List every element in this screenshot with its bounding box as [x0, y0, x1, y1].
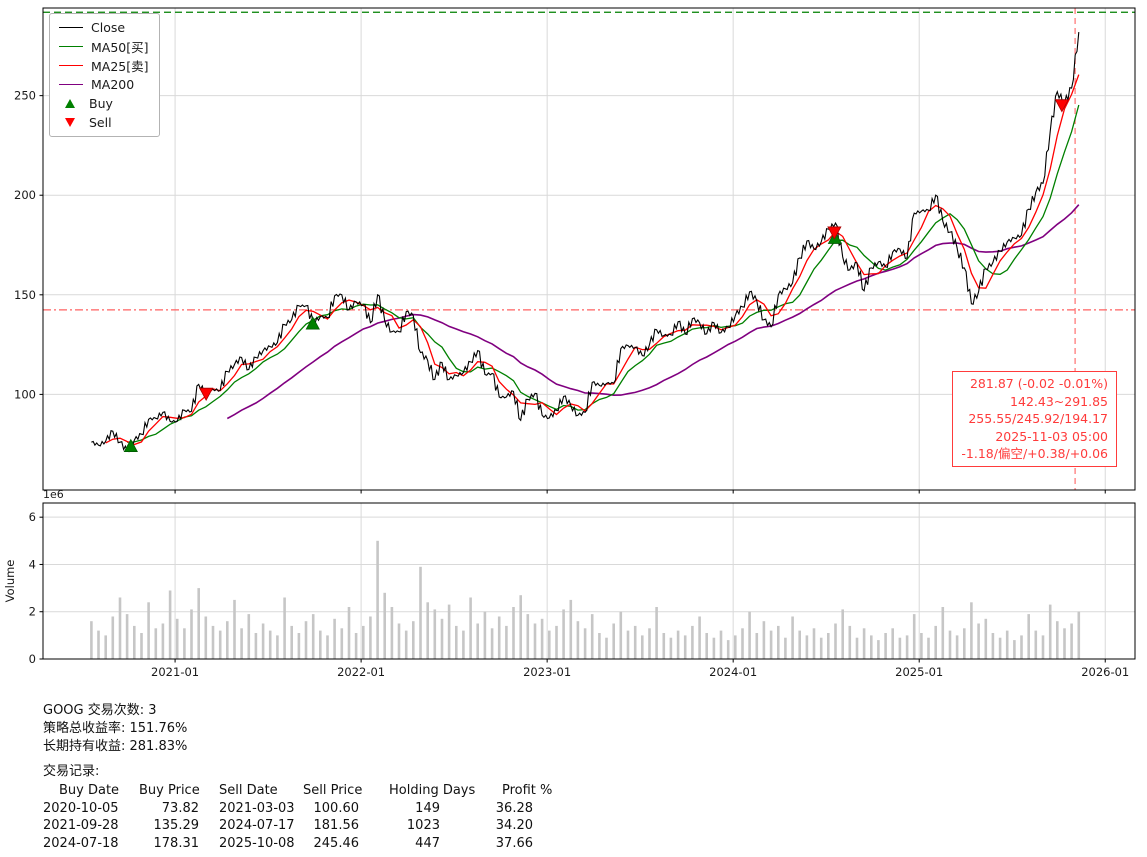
legend-item-sell: Sell — [59, 115, 149, 130]
cell-sell-price: 100.60 — [313, 800, 360, 816]
svg-text:6: 6 — [29, 510, 36, 524]
cell-holding-days: 149 — [415, 800, 440, 816]
svg-text:2: 2 — [29, 605, 36, 619]
cell-buy-date: 2020-10-05 — [43, 800, 119, 816]
svg-text:0: 0 — [29, 652, 36, 666]
chart-legend: Close MA50[买] MA25[卖] MA200 Buy Sell — [49, 13, 160, 137]
cell-profit: 34.20 — [495, 818, 533, 833]
trade-row: 2024-07-18 178.31 2025-10-08 245.46 447 … — [43, 835, 573, 853]
trade-row: 2020-10-05 73.82 2021-03-03 100.60 149 3… — [43, 800, 573, 818]
price-annotation: 281.87 (-0.02 -0.01%) 142.43~291.85 255.… — [952, 371, 1117, 467]
svg-text:2022-01: 2022-01 — [337, 665, 385, 679]
col-header-buy-price: Buy Price — [139, 783, 200, 798]
cell-buy-price: 178.31 — [153, 835, 200, 851]
svg-text:2021-01: 2021-01 — [151, 665, 199, 679]
legend-label-ma50: MA50[买] — [91, 40, 149, 55]
legend-label-close: Close — [91, 20, 126, 35]
annotation-line-price: 281.87 (-0.02 -0.01%) — [969, 376, 1108, 391]
col-header-holding-days: Holding Days — [389, 783, 476, 798]
svg-text:2026-01: 2026-01 — [1081, 665, 1129, 679]
annotation-line-range: 142.43~291.85 — [1010, 393, 1108, 409]
cell-holding-days: 447 — [415, 835, 440, 851]
annotation-line-signal: -1.18/偏空/+0.38/+0.06 — [961, 446, 1108, 461]
svg-text:200: 200 — [14, 188, 36, 202]
strategy-return-line: 策略总收益率: 151.76% — [43, 721, 188, 736]
strategy-report: GOOG 交易次数: 3 策略总收益率: 151.76% 长期持有收益: 281… — [43, 702, 573, 852]
price-volume-chart: 100 150 200 250 0 2 4 6 2021-01 2022-01 2023-01 202… — [3, 7, 1136, 679]
legend-item-ma25: MA25[卖] — [59, 58, 149, 74]
ma200-line-swatch — [59, 84, 83, 85]
col-header-profit: Profit % — [502, 783, 553, 798]
cell-sell-date: 2021-03-03 — [219, 800, 295, 816]
legend-label-ma25: MA25[卖] — [91, 59, 149, 74]
cell-profit: 36.28 — [495, 800, 533, 816]
svg-text:250: 250 — [14, 89, 36, 103]
annotation-line-mas: 255.55/245.92/194.17 — [968, 411, 1108, 426]
cell-holding-days: 1023 — [406, 818, 440, 833]
sell-marker-icon — [65, 118, 75, 127]
svg-text:2025-01: 2025-01 — [895, 665, 943, 679]
svg-text:4: 4 — [29, 557, 36, 571]
svg-text:1e6: 1e6 — [43, 488, 64, 501]
legend-label-buy: Buy — [89, 96, 113, 111]
trade-records-label: 交易记录: — [43, 764, 100, 779]
cell-sell-price: 181.56 — [313, 818, 360, 833]
svg-text:Volume: Volume — [3, 560, 17, 603]
close-line-swatch — [59, 27, 83, 28]
col-header-sell-price: Sell Price — [303, 783, 363, 798]
annotation-line-time: 2025-11-03 05:00 — [995, 428, 1108, 444]
cell-profit: 37.66 — [495, 835, 533, 851]
cell-buy-date: 2021-09-28 — [43, 818, 119, 833]
cell-sell-date: 2024-07-17 — [219, 818, 295, 833]
cell-buy-price: 73.82 — [161, 800, 199, 816]
cell-buy-date: 2024-07-18 — [43, 835, 119, 851]
legend-item-buy: Buy — [59, 96, 149, 111]
buy-marker-icon — [65, 99, 75, 108]
svg-text:2024-01: 2024-01 — [709, 665, 757, 679]
svg-text:150: 150 — [14, 288, 36, 302]
trade-count-line: GOOG 交易次数: 3 — [43, 703, 157, 718]
hold-return-line: 长期持有收益: 281.83% — [43, 739, 188, 754]
svg-text:100: 100 — [14, 387, 36, 401]
trade-row: 2021-09-28 135.29 2024-07-17 181.56 1023… — [43, 817, 573, 835]
legend-item-close: Close — [59, 20, 149, 35]
legend-label-ma200: MA200 — [91, 77, 135, 92]
legend-item-ma200: MA200 — [59, 77, 149, 92]
cell-sell-price: 245.46 — [313, 835, 360, 851]
col-header-buy-date: Buy Date — [59, 783, 120, 798]
ma50-line-swatch — [59, 46, 83, 47]
legend-label-sell: Sell — [89, 115, 112, 130]
ma25-line-swatch — [59, 65, 83, 66]
svg-text:2023-01: 2023-01 — [523, 665, 571, 679]
cell-sell-date: 2025-10-08 — [219, 835, 295, 851]
trades-table-header: Buy Date Buy Price Sell Date Sell Price … — [43, 782, 573, 800]
legend-item-ma50: MA50[买] — [59, 39, 149, 55]
trades-table: Buy Date Buy Price Sell Date Sell Price … — [43, 782, 573, 852]
cell-buy-price: 135.29 — [153, 818, 200, 833]
col-header-sell-date: Sell Date — [219, 783, 278, 798]
